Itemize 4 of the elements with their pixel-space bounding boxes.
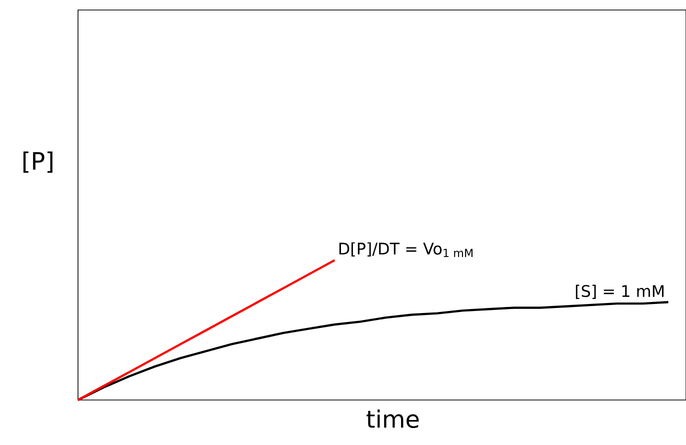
series-label: [S] = 1 mM (576, 284, 664, 299)
x-axis-title: time (366, 410, 419, 428)
y-axis-title: [P] (23, 151, 52, 173)
series-label: D[P]/DT = Vo$_{1 mM}$ (339, 242, 472, 258)
